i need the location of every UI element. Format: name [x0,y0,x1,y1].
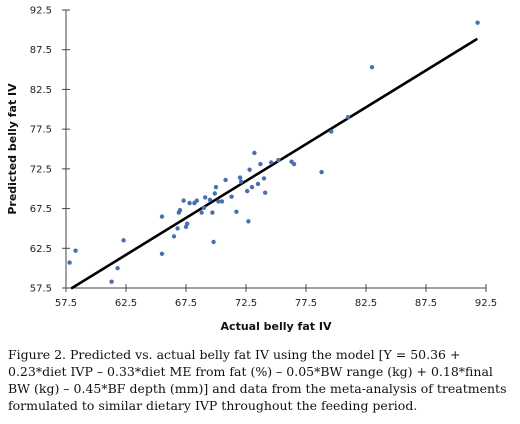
data-point [261,176,267,181]
data-point [159,214,165,219]
x-tick-label: 82.5 [355,298,377,309]
data-point [329,129,334,134]
y-axis-title: Predicted belly fat IV [6,83,19,215]
data-point [211,239,216,245]
data-point [199,210,204,215]
x-tick-label: 72.5 [235,298,257,309]
data-point [175,226,180,231]
x-tick-label: 57.5 [55,298,77,309]
data-point [171,234,177,239]
data-point [239,179,244,184]
data-point [255,181,261,187]
points-layer [67,20,480,284]
y-tick-label: 92.5 [30,6,52,17]
data-point [245,188,250,194]
data-point [216,199,221,204]
data-point [207,197,213,203]
data-point [369,64,375,70]
data-point [194,198,199,203]
data-point [213,184,219,190]
fit-line-layer [70,38,478,290]
data-point [187,200,192,206]
y-tick-label: 62.5 [30,244,52,255]
data-point [115,265,120,271]
data-point [109,279,114,284]
data-point [475,20,480,25]
x-tick-label: 87.5 [415,298,437,309]
data-point [237,175,243,180]
x-tick-label: 77.5 [295,298,317,309]
data-point [219,199,225,204]
data-point [234,209,239,214]
data-point [345,115,351,120]
data-point [246,219,251,224]
data-point [249,184,255,190]
data-point [201,205,207,210]
x-axis: 57.5 62.5 67.5 72.5 77.5 82.5 87.5 92.5 [55,284,497,309]
data-point [210,210,215,215]
regression-line [70,38,478,290]
y-tick-label: 87.5 [30,45,52,56]
data-point [252,150,257,156]
x-tick-label: 62.5 [115,298,137,309]
data-point [121,238,126,243]
data-point [319,169,324,175]
data-point [203,195,208,200]
data-point [181,198,186,203]
x-tick-label: 92.5 [475,298,497,309]
data-point [276,157,281,163]
data-point [258,161,263,167]
data-point [229,194,234,199]
data-point [212,191,217,196]
data-point [67,260,72,265]
y-tick-label: 67.5 [30,204,52,215]
y-tick-label: 72.5 [30,164,52,175]
data-point [223,177,228,183]
figure-caption: Figure 2. Predicted vs. actual belly fat… [8,347,507,413]
y-tick-label: 77.5 [30,125,52,136]
y-axis: 57.5 62.5 67.5 72.5 77.5 82.5 87.5 92.5 [30,6,70,295]
y-tick-label: 82.5 [30,85,52,96]
x-tick-label: 67.5 [175,298,197,309]
y-tick-label: 57.5 [30,284,52,295]
data-point [73,248,78,253]
data-point [159,251,165,257]
data-point [185,221,190,226]
data-point [269,160,274,165]
data-point [263,190,268,195]
scatter-chart: 57.5 62.5 67.5 72.5 77.5 82.5 87.5 92.5 57.5 62.… [6,6,497,334]
x-axis-title: Actual belly fat IV [221,320,332,333]
data-point [247,167,252,172]
data-point [177,207,183,213]
data-point [291,161,297,167]
